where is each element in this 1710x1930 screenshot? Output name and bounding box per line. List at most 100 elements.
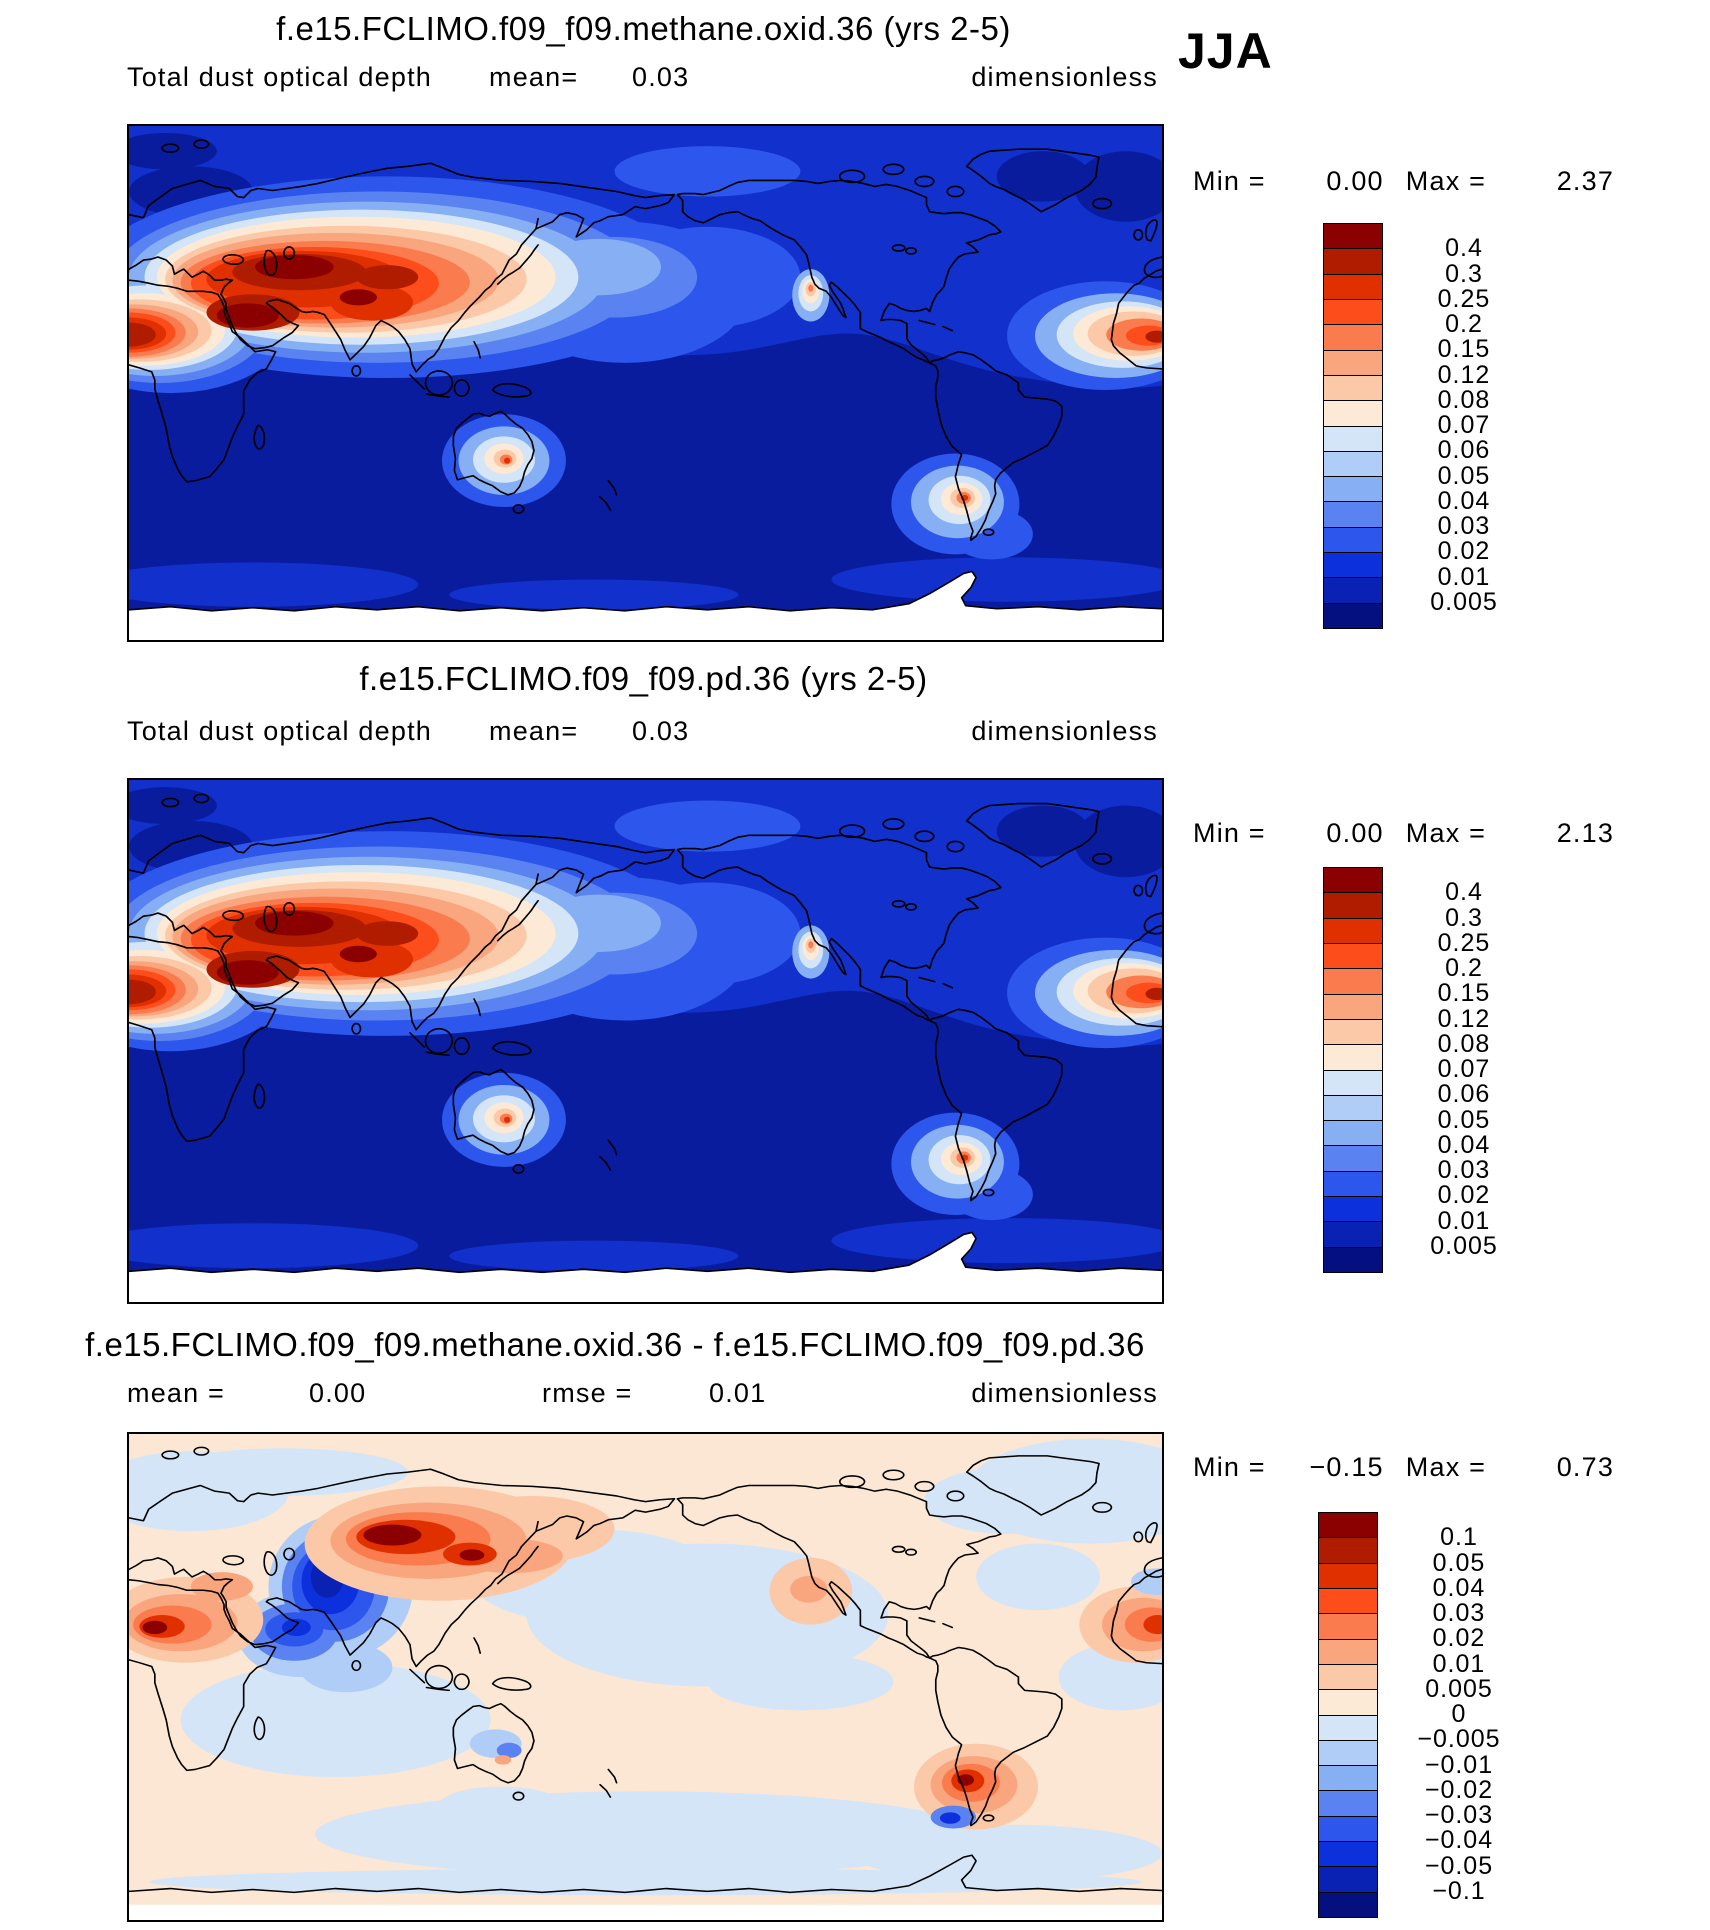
colorbar-swatch: [1324, 1045, 1382, 1071]
panel2-subtitle: Total dust optical depth mean= 0.03 dime…: [127, 716, 1160, 748]
colorbar-tick-label: 0.03: [1437, 512, 1491, 540]
colorbar-swatch: [1324, 1121, 1382, 1147]
colorbar-swatch: [1324, 274, 1382, 300]
panel2-mean-value: 0.03: [632, 716, 690, 746]
colorbar-tick-label: 0.15: [1437, 335, 1491, 364]
panel3-max-label: Max =: [1405, 1452, 1487, 1482]
colorbar-swatch: [1324, 1146, 1382, 1172]
colorbar-swatches: [1318, 1512, 1378, 1918]
colorbar-tick-label: 0.04: [1437, 1130, 1491, 1159]
colorbar-tick-label: −0.05: [1424, 1851, 1494, 1880]
colorbar-swatch: [1324, 477, 1382, 503]
panel1-min-label: Min =: [1193, 166, 1266, 196]
colorbar-tick-label: 0.07: [1437, 411, 1491, 439]
colorbar-swatch: [1319, 1740, 1377, 1767]
colorbar-swatch: [1319, 1791, 1377, 1817]
panel2-stats: Min = 0.00 Max = 2.13: [1193, 818, 1614, 849]
colorbar-tick-label: 0.04: [1432, 1573, 1486, 1602]
colorbar-swatch: [1324, 918, 1382, 944]
colorbar-swatch: [1319, 1664, 1377, 1691]
colorbar-tick-label: 0.005: [1430, 587, 1498, 616]
colorbar-tick-label: 0.08: [1437, 385, 1491, 414]
colorbar-swatches: [1323, 223, 1383, 629]
colorbar-2: 0.4 0.3 0.25 0.2 0.15 0.12 0.08 0.07 0.06 0.05 0.0…: [1323, 867, 1553, 1273]
world-map-3: [92, 1432, 1214, 1922]
colorbar-swatch: [1324, 451, 1382, 478]
colorbar-swatch: [1324, 1019, 1382, 1046]
colorbar-tick-label: 0.01: [1437, 562, 1491, 591]
panel1-title: f.e15.FCLIMO.f09_f09.methane.oxid.36 (yr…: [276, 10, 1011, 47]
panel2-max-label: Max =: [1405, 818, 1487, 848]
colorbar-tick-label: 0.03: [1432, 1599, 1486, 1627]
colorbar-tick-label: 0.15: [1437, 979, 1491, 1008]
colorbar-tick-label: 0.25: [1437, 284, 1491, 313]
colorbar-swatch: [1324, 350, 1382, 376]
colorbar-swatch: [1319, 1892, 1377, 1917]
colorbar-swatch: [1324, 1070, 1382, 1096]
colorbar-tick-label: 0.06: [1437, 436, 1491, 465]
panel3-rmse-value: 0.01: [709, 1378, 767, 1408]
colorbar-swatch: [1324, 969, 1382, 995]
panel2-mean-label: mean=: [489, 716, 579, 746]
colorbar-tick-label: 0.12: [1437, 360, 1491, 389]
panel3-mean-value: 0.00: [309, 1378, 367, 1408]
colorbar-swatch: [1324, 1247, 1382, 1272]
colorbar-tick-label: 0.03: [1437, 1156, 1491, 1184]
colorbar-tick-label: 0.01: [1437, 1206, 1491, 1235]
colorbar-tick-label: 0.4: [1445, 234, 1483, 263]
colorbar-tick-label: 0.12: [1437, 1004, 1491, 1033]
colorbar-tick-label: 0.02: [1432, 1624, 1486, 1653]
colorbar-tick-label: −0.03: [1424, 1801, 1494, 1829]
colorbar-swatch: [1319, 1867, 1377, 1893]
season-label: JJA: [1178, 23, 1273, 79]
colorbar-swatch: [1324, 325, 1382, 351]
panel1-min-value: 0.00: [1326, 166, 1384, 196]
colorbar-swatch: [1324, 375, 1382, 402]
panel1-units: dimensionless: [971, 62, 1158, 92]
colorbar-swatch: [1319, 1588, 1377, 1615]
panel1-max-label: Max =: [1405, 166, 1487, 196]
colorbar-swatch: [1319, 1614, 1377, 1640]
colorbar-swatch: [1324, 578, 1382, 604]
colorbar-3: 0.1 0.05 0.04 0.03 0.02 0.01 0.005 0 −0.005 −0.01…: [1318, 1512, 1548, 1918]
panel3-min-value: −0.15: [1309, 1452, 1384, 1482]
colorbar-tick-label: −0.01: [1424, 1750, 1494, 1779]
colorbar-swatch: [1324, 1095, 1382, 1122]
panel3-units: dimensionless: [971, 1378, 1158, 1408]
colorbar-tick-label: 0.1: [1440, 1523, 1478, 1552]
panel1-stats: Min = 0.00 Max = 2.37: [1193, 166, 1614, 197]
colorbar-tick-label: 0.005: [1425, 1674, 1493, 1703]
colorbar-swatch: [1324, 426, 1382, 452]
colorbar-tick-label: 0.07: [1437, 1055, 1491, 1083]
colorbar-swatch: [1324, 1197, 1382, 1223]
colorbar-swatch: [1324, 249, 1382, 275]
panel1-subtitle: Total dust optical depth mean= 0.03 dime…: [127, 62, 1160, 94]
colorbar-swatches: [1323, 867, 1383, 1273]
colorbar-tick-label: 0.2: [1445, 954, 1483, 982]
colorbar-swatch: [1324, 603, 1382, 628]
colorbar-swatch: [1324, 943, 1382, 970]
colorbar-tick-label: 0.08: [1437, 1029, 1491, 1058]
colorbar-tick-label: 0.3: [1445, 259, 1483, 288]
panel3-min-label: Min =: [1193, 1452, 1266, 1482]
colorbar-1: 0.4 0.3 0.25 0.2 0.15 0.12 0.08 0.07 0.06 0.05 0.0…: [1323, 223, 1553, 629]
colorbar-swatch: [1324, 224, 1382, 250]
colorbar-swatch: [1324, 527, 1382, 554]
colorbar-tick-label: 0.05: [1432, 1548, 1486, 1577]
colorbar-tick-label: 0.3: [1445, 903, 1483, 932]
colorbar-swatch: [1324, 868, 1382, 894]
colorbar-swatch: [1324, 502, 1382, 528]
colorbar-swatch: [1319, 1842, 1377, 1868]
colorbar-swatch: [1319, 1690, 1377, 1716]
colorbar-swatch: [1319, 1639, 1377, 1665]
panel3-mean-label: mean =: [127, 1378, 226, 1408]
colorbar-swatch: [1324, 994, 1382, 1020]
colorbar-tick-label: 0.4: [1445, 878, 1483, 907]
panel1-max-value: 2.37: [1556, 166, 1615, 196]
panel1-field-label: Total dust optical depth: [127, 62, 432, 92]
panel3-max-value: 0.73: [1556, 1452, 1615, 1482]
colorbar-swatch: [1319, 1816, 1377, 1843]
panel2-min-label: Min =: [1193, 818, 1266, 848]
colorbar-tick-label: 0.2: [1445, 310, 1483, 338]
